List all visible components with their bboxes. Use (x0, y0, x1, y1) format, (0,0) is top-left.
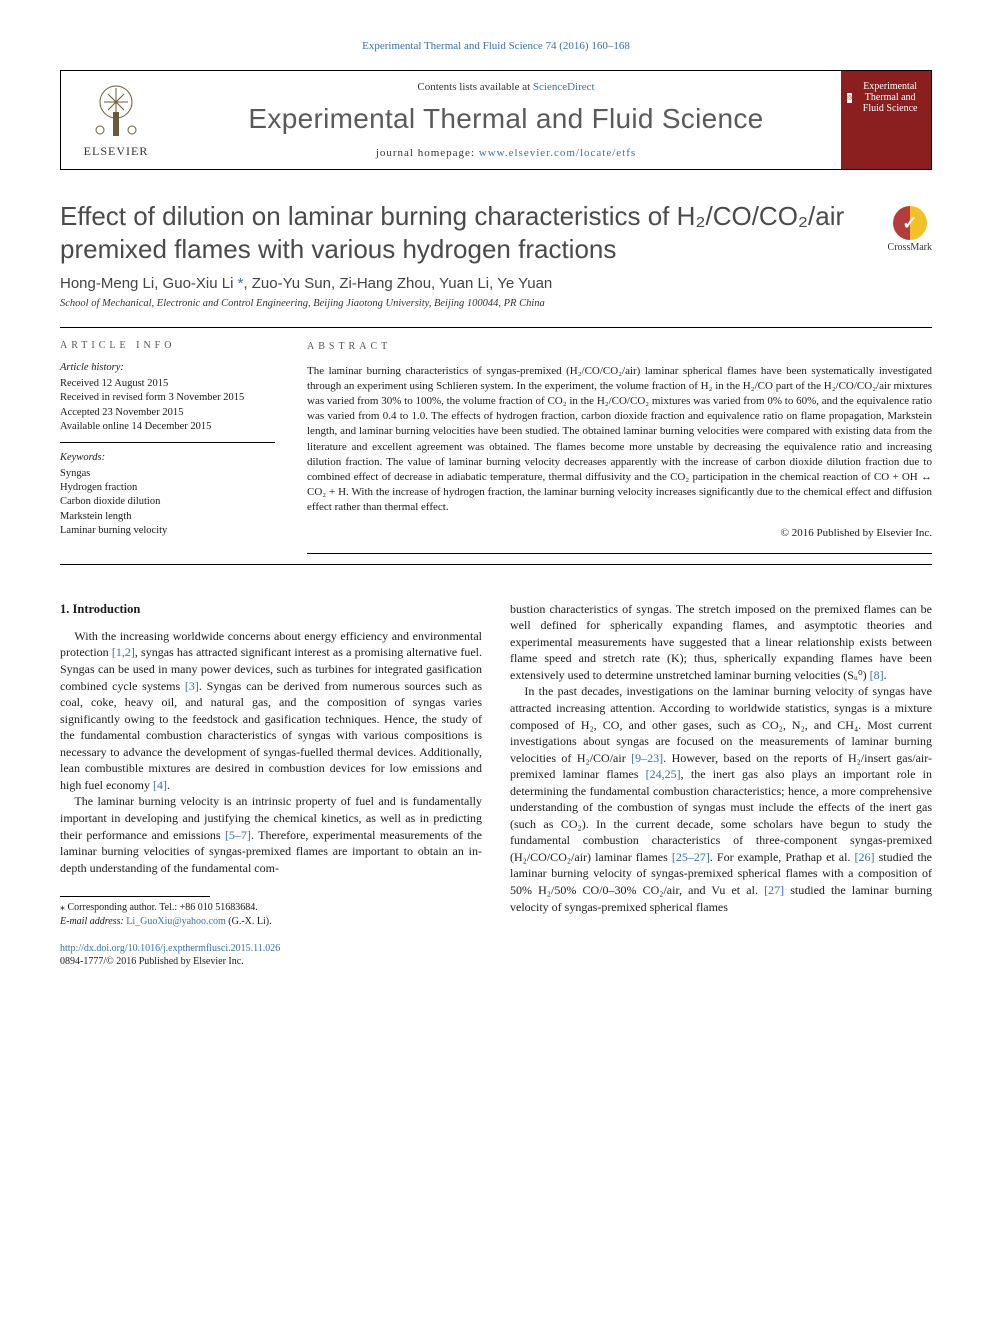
homepage-line: journal homepage: www.elsevier.com/locat… (179, 147, 833, 159)
keyword-item: Laminar burning velocity (60, 524, 275, 538)
history-item: Received 12 August 2015 (60, 377, 275, 391)
history-item: Received in revised form 3 November 2015 (60, 391, 275, 405)
keywords-block: Keywords: Syngas Hydrogen fraction Carbo… (60, 451, 275, 538)
cover-badge: ◎ Experimental Thermal and Fluid Science (847, 81, 925, 114)
homepage-prefix: journal homepage: (376, 147, 479, 159)
top-citation-link[interactable]: Experimental Thermal and Fluid Science 7… (60, 40, 932, 52)
copyright-line: © 2016 Published by Elsevier Inc. (307, 526, 932, 541)
left-column: 1. Introduction With the increasing worl… (60, 601, 482, 968)
crossmark-icon: ✓ (893, 206, 927, 240)
body-paragraph: The laminar burning velocity is an intri… (60, 793, 482, 876)
abstract-body: The laminar burning characteristics of s… (307, 364, 932, 554)
keyword-item: Hydrogen fraction (60, 481, 275, 495)
journal-name: Experimental Thermal and Fluid Science (179, 103, 833, 135)
email-label: E-mail address: (60, 916, 126, 927)
history-item: Accepted 23 November 2015 (60, 406, 275, 420)
elsevier-name-label: ELSEVIER (84, 144, 149, 159)
elsevier-logo: ELSEVIER (61, 71, 171, 169)
article-info-left: article info Article history: Received 1… (60, 340, 275, 554)
footnote-rule (60, 896, 210, 897)
keyword-item: Carbon dioxide dilution (60, 495, 275, 509)
paper-title: Effect of dilution on laminar burning ch… (60, 200, 870, 265)
section-1-heading: 1. Introduction (60, 601, 482, 618)
abstract-heading: abstract (307, 340, 932, 354)
body-columns: 1. Introduction With the increasing worl… (60, 601, 932, 968)
abstract-block: abstract The laminar burning characteris… (307, 340, 932, 554)
elsevier-tree-icon (86, 82, 146, 142)
page-root: Experimental Thermal and Fluid Science 7… (0, 0, 992, 998)
right-column: bustion characteristics of syngas. The s… (510, 601, 932, 968)
journal-header-bar: ELSEVIER Contents lists available at Sci… (60, 70, 932, 170)
authors-line: Hong-Meng Li, Guo-Xiu Li *, Zuo-Yu Sun, … (60, 275, 932, 292)
contents-prefix: Contents lists available at (417, 81, 532, 93)
history-subhead: Article history: (60, 361, 275, 375)
body-paragraph: bustion characteristics of syngas. The s… (510, 601, 932, 684)
sciencedirect-link[interactable]: ScienceDirect (533, 81, 595, 93)
body-paragraph: In the past decades, investigations on t… (510, 683, 932, 915)
contents-line: Contents lists available at ScienceDirec… (179, 81, 833, 93)
footnotes: ⁎ Corresponding author. Tel.: +86 010 51… (60, 901, 482, 928)
keyword-item: Markstein length (60, 510, 275, 524)
rule-mid (60, 564, 932, 565)
body-paragraph: With the increasing worldwide concerns a… (60, 628, 482, 793)
cover-badge-icon: ◎ (847, 93, 852, 103)
article-history-block: Article history: Received 12 August 2015… (60, 361, 275, 443)
authors-text: Hong-Meng Li, Guo-Xiu Li *, Zuo-Yu Sun, … (60, 275, 552, 292)
doi-link[interactable]: http://dx.doi.org/10.1016/j.expthermflus… (60, 942, 482, 955)
header-center: Contents lists available at ScienceDirec… (171, 71, 841, 169)
history-item: Available online 14 December 2015 (60, 420, 275, 434)
journal-cover-thumbnail: ◎ Experimental Thermal and Fluid Science (841, 71, 931, 169)
corresponding-author-note: ⁎ Corresponding author. Tel.: +86 010 51… (60, 901, 482, 915)
doi-block: http://dx.doi.org/10.1016/j.expthermflus… (60, 942, 482, 968)
crossmark-badge[interactable]: ✓ CrossMark (888, 200, 932, 253)
email-line: E-mail address: Li_GuoXiu@yahoo.com (G.-… (60, 915, 482, 929)
rule-top (60, 327, 932, 328)
affiliation-line: School of Mechanical, Electronic and Con… (60, 298, 932, 309)
abstract-text: The laminar burning characteristics of s… (307, 364, 932, 516)
issn-line: 0894-1777/© 2016 Published by Elsevier I… (60, 955, 482, 968)
keywords-subhead: Keywords: (60, 451, 275, 465)
homepage-url-link[interactable]: www.elsevier.com/locate/etfs (479, 147, 636, 159)
article-info-heading: article info (60, 340, 275, 351)
email-suffix: (G.-X. Li). (228, 916, 271, 927)
corresponding-star-icon: * (238, 275, 244, 292)
article-info-row: article info Article history: Received 1… (60, 340, 932, 554)
keyword-item: Syngas (60, 467, 275, 481)
cover-title: Experimental Thermal and Fluid Science (855, 81, 925, 114)
crossmark-label: CrossMark (888, 242, 932, 253)
title-row: Effect of dilution on laminar burning ch… (60, 200, 932, 265)
email-link[interactable]: Li_GuoXiu@yahoo.com (126, 916, 225, 927)
